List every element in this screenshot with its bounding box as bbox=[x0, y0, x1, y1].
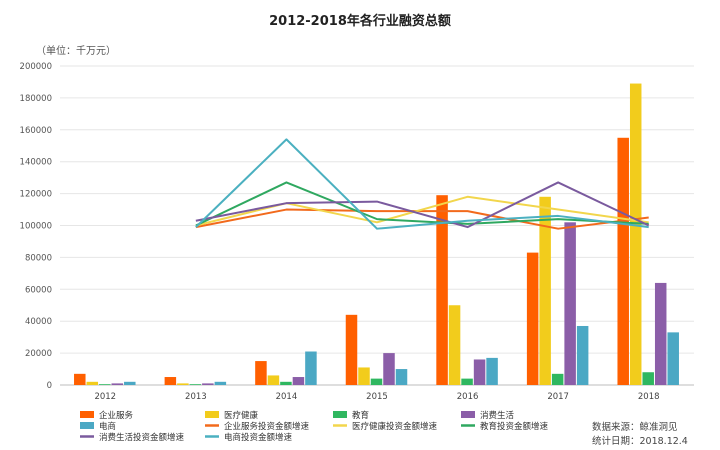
bar bbox=[436, 195, 448, 385]
bar bbox=[202, 383, 214, 385]
x-tick-label: 2018 bbox=[638, 392, 660, 402]
y-axis: 0 20000 40000 60000 80000 100000 120000 140000 1… bbox=[20, 62, 52, 391]
y-tick-label: 180000 bbox=[20, 94, 52, 104]
legend-label: 企业服务 bbox=[99, 410, 134, 421]
bar bbox=[358, 367, 370, 385]
x-tick-label: 2017 bbox=[547, 392, 569, 402]
bar bbox=[255, 361, 267, 385]
bar bbox=[292, 377, 305, 385]
bar bbox=[629, 83, 642, 386]
unit-label: （单位：千万元） bbox=[36, 46, 116, 57]
bar bbox=[667, 332, 679, 385]
legend-label: 教育 bbox=[352, 410, 369, 421]
y-tick-label: 20000 bbox=[25, 349, 52, 359]
y-tick-label: 160000 bbox=[20, 126, 52, 136]
bar bbox=[486, 357, 498, 385]
chart-title: 2012-2018年各行业融资总额 bbox=[269, 14, 451, 29]
bar bbox=[267, 375, 280, 385]
bar bbox=[461, 378, 473, 385]
y-tick-label: 200000 bbox=[20, 62, 52, 72]
bar bbox=[177, 383, 189, 385]
legend-label: 电商投资金额增速 bbox=[224, 432, 293, 443]
x-tick-label: 2016 bbox=[457, 392, 479, 402]
legend-swatch bbox=[205, 411, 219, 418]
bar bbox=[124, 381, 136, 385]
x-tick-label: 2012 bbox=[94, 392, 116, 402]
legend-swatch bbox=[461, 411, 475, 418]
bar bbox=[448, 305, 461, 385]
legend-label: 企业服务投资金额增速 bbox=[224, 421, 310, 432]
legend-label: 电商 bbox=[99, 421, 116, 432]
bar bbox=[99, 384, 111, 385]
series-line bbox=[195, 181, 649, 227]
bar bbox=[383, 353, 395, 385]
grid bbox=[60, 65, 694, 386]
date-line: 统计日期：2018.12.4 bbox=[592, 436, 688, 447]
bar bbox=[539, 196, 551, 385]
bar bbox=[280, 381, 292, 385]
source-line: 数据来源：鲸准洞见 bbox=[592, 422, 678, 433]
bar bbox=[642, 372, 654, 385]
legend-swatch bbox=[80, 411, 94, 418]
bar bbox=[214, 381, 227, 385]
legend-label: 医疗健康 bbox=[224, 410, 259, 421]
y-tick-label: 60000 bbox=[25, 285, 52, 295]
lines bbox=[195, 138, 650, 230]
legend-label: 消费生活 bbox=[480, 410, 515, 421]
y-tick-label: 120000 bbox=[20, 190, 52, 200]
bar bbox=[551, 373, 564, 385]
bar bbox=[473, 359, 486, 385]
legend-label: 消费生活投资金额增速 bbox=[99, 432, 185, 443]
legend-label: 医疗健康投资金额增速 bbox=[352, 421, 438, 432]
bar bbox=[564, 222, 576, 385]
bar bbox=[654, 282, 667, 385]
bar bbox=[617, 137, 629, 385]
bar bbox=[86, 381, 99, 385]
y-tick-label: 0 bbox=[47, 381, 52, 391]
bar bbox=[189, 384, 202, 385]
bar bbox=[111, 383, 124, 385]
series-line bbox=[195, 181, 650, 229]
bar bbox=[74, 373, 86, 385]
y-tick-label: 140000 bbox=[20, 158, 52, 168]
bar bbox=[576, 325, 589, 385]
bar bbox=[305, 351, 317, 385]
series-line bbox=[195, 138, 649, 230]
y-tick-label: 40000 bbox=[25, 317, 52, 327]
series-line bbox=[195, 208, 649, 230]
legend-label: 教育投资金额增速 bbox=[480, 421, 549, 432]
bar bbox=[164, 377, 177, 385]
bar bbox=[395, 369, 408, 385]
legend-swatch bbox=[333, 411, 347, 418]
bar bbox=[370, 378, 383, 385]
x-tick-label: 2015 bbox=[366, 392, 388, 402]
y-tick-label: 100000 bbox=[20, 222, 52, 232]
bars bbox=[74, 83, 679, 386]
bar bbox=[526, 252, 539, 385]
x-tick-label: 2013 bbox=[185, 392, 207, 402]
x-tick-label: 2014 bbox=[276, 392, 298, 402]
legend-swatch bbox=[80, 422, 94, 429]
bar bbox=[345, 314, 358, 385]
x-axis: 2012 2013 2014 2015 2016 2017 2018 bbox=[94, 392, 659, 402]
y-tick-label: 80000 bbox=[25, 253, 52, 263]
source-note: 数据来源：鲸准洞见 统计日期：2018.12.4 bbox=[592, 421, 688, 449]
